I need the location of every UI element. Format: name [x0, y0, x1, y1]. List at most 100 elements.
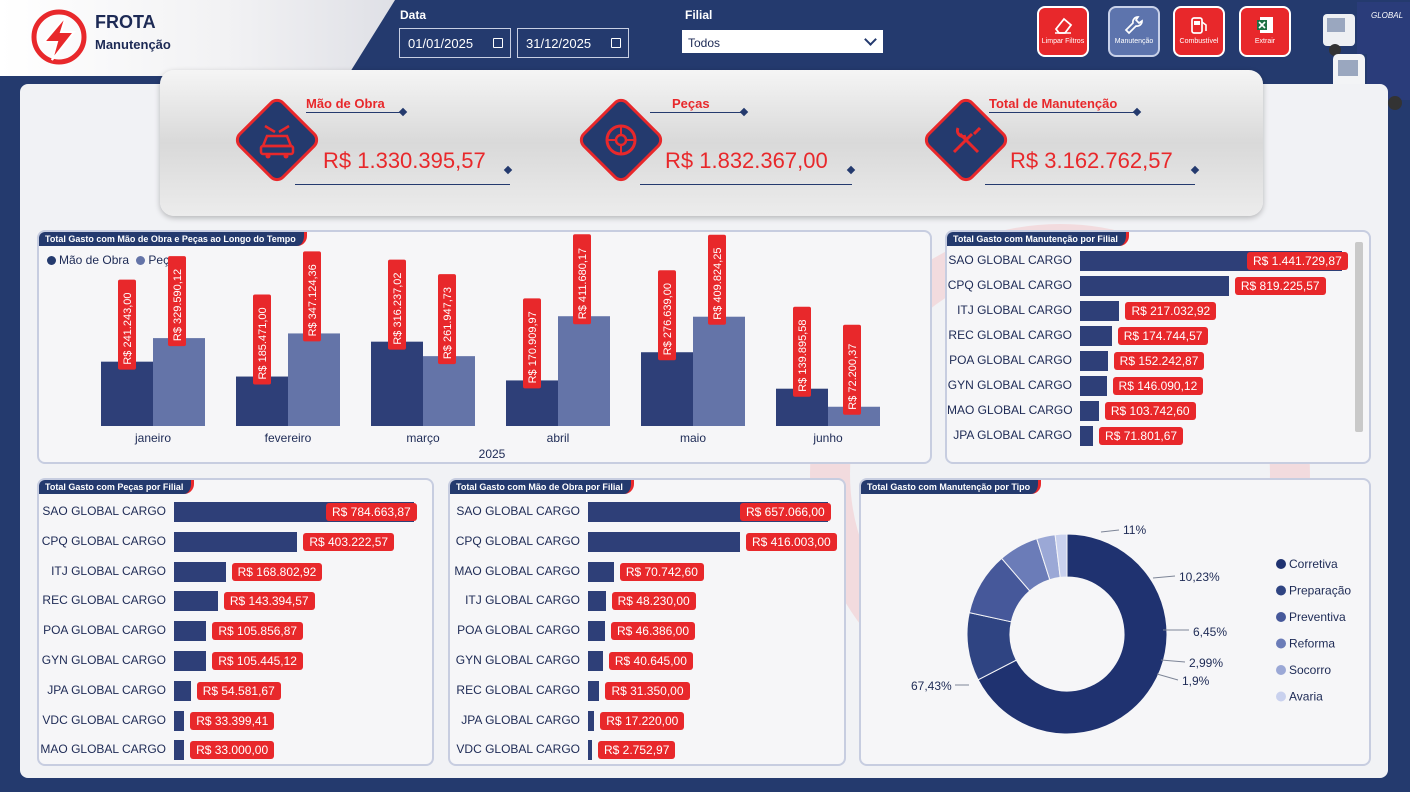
hbar-bar[interactable] — [174, 651, 207, 671]
hbar-data-label: R$ 174.744,57 — [1117, 327, 1209, 345]
column-data-label-bg — [168, 256, 186, 347]
hbar-bar[interactable] — [1080, 276, 1229, 296]
legend-label[interactable]: Preventiva — [1289, 610, 1346, 624]
column-bar[interactable] — [558, 316, 610, 426]
legend-label[interactable]: Corretiva — [1289, 557, 1338, 571]
legend-dot — [1276, 691, 1286, 702]
kpi-parts-value: R$ 1.832.367,00 — [665, 148, 828, 173]
hbar-data-label: R$ 217.032,92 — [1125, 302, 1217, 320]
column-data-label-bg — [658, 270, 676, 361]
panel-maintenance-by-type: Total Gasto com Manutenção por Tipo 11% 1… — [859, 478, 1371, 766]
column-data-label: R$ 139.895,58 — [797, 320, 809, 392]
hbar-bar[interactable] — [1080, 426, 1094, 446]
date-end-input[interactable]: 31/12/2025 — [517, 28, 629, 58]
date-start-input[interactable]: 01/01/2025 — [399, 28, 511, 58]
hbar-data-label: R$ 71.801,67 — [1099, 427, 1184, 445]
donut-data-label: 2,99% — [1189, 656, 1223, 670]
column-bar[interactable] — [236, 376, 288, 426]
column-bar[interactable] — [641, 352, 693, 426]
column-bar[interactable] — [153, 338, 205, 426]
column-data-label-bg — [793, 306, 811, 397]
hbar-data-label: R$ 143.394,57 — [223, 592, 315, 611]
hbar-data-label: R$ 70.742,60 — [619, 562, 704, 581]
hbar-data-label: R$ 103.742,60 — [1104, 402, 1196, 420]
column-bar[interactable] — [828, 406, 880, 426]
hbar-data-label: R$ 40.645,00 — [608, 652, 693, 670]
x-tick-label: abril — [547, 431, 570, 445]
hbar-bar[interactable] — [174, 710, 185, 731]
donut-slice[interactable] — [977, 533, 1168, 735]
column-data-label: R$ 409.824,25 — [712, 248, 724, 320]
hbar-category-label: ITJ GLOBAL CARGO — [957, 303, 1072, 317]
panel-parts-by-branch: Total Gasto com Peças por Filial SAO GLO… — [37, 478, 434, 766]
legend-labor-label[interactable]: Mão de Obra — [59, 253, 130, 267]
column-chart: R$ 241.243,00 R$ 329.590,12 janeiro R$ 185.… — [101, 234, 880, 461]
hbar-bar[interactable] — [588, 740, 592, 761]
extract-button[interactable]: Extrair — [1239, 6, 1291, 57]
hbar-category-label: REC GLOBAL CARGO — [948, 328, 1072, 342]
frota-logo-icon — [31, 9, 87, 65]
hbar-category-label: POA GLOBAL CARGO — [949, 353, 1072, 367]
scrollbar[interactable] — [1355, 242, 1363, 432]
donut-slice[interactable] — [1054, 533, 1068, 578]
donut-leader-line — [1152, 575, 1176, 579]
hbar-bar[interactable] — [174, 561, 226, 582]
hbar-category-label: GYN GLOBAL CARGO — [947, 378, 1072, 392]
legend-label[interactable]: Reforma — [1289, 637, 1335, 651]
x-axis-label: 2025 — [479, 447, 506, 461]
clear-filters-button[interactable]: Limpar Filtros — [1037, 6, 1089, 57]
column-bar[interactable] — [101, 361, 153, 426]
branch-select[interactable]: Todos — [681, 29, 884, 54]
hbar-bar[interactable] — [588, 531, 740, 552]
hbar-bar[interactable] — [174, 740, 185, 761]
column-data-label: R$ 329.590,12 — [172, 269, 184, 341]
column-data-label-bg — [843, 324, 861, 415]
hbar-category-label: REC GLOBAL CARGO — [456, 682, 580, 697]
legend-label[interactable]: Avaria — [1289, 690, 1323, 704]
column-bar[interactable] — [423, 356, 475, 426]
hbar-data-label: R$ 33.000,00 — [190, 741, 275, 760]
legend-label[interactable]: Socorro — [1289, 663, 1331, 677]
column-bar[interactable] — [371, 341, 423, 426]
hbar-bar[interactable] — [174, 621, 207, 642]
hbar-bar[interactable] — [588, 621, 605, 642]
legend-dot — [1276, 559, 1286, 569]
hbar-bar[interactable] — [588, 710, 595, 731]
column-data-label-bg — [253, 294, 271, 385]
fuel-button[interactable]: Combustível — [1173, 6, 1225, 57]
hbar-data-label: R$ 2.752,97 — [598, 741, 676, 760]
column-data-label: R$ 276.639,00 — [662, 283, 674, 355]
column-data-label-bg — [303, 251, 321, 342]
hbar-bar[interactable] — [1080, 351, 1108, 371]
hbar-category-label: SAO GLOBAL CARGO — [42, 504, 166, 518]
legend-labor-dot — [47, 256, 56, 265]
hbar-bar[interactable] — [588, 561, 614, 582]
column-data-label: R$ 411.680,17 — [577, 248, 589, 319]
panel-type-title: Total Gasto com Manutenção por Tipo — [861, 480, 1042, 494]
hbar-bar[interactable] — [1080, 376, 1107, 396]
legend-label[interactable]: Preparação — [1289, 584, 1351, 598]
hbar-category-label: MAO GLOBAL CARGO — [40, 742, 166, 757]
column-data-label-bg — [388, 259, 406, 350]
calendar-icon[interactable] — [493, 38, 503, 48]
hbar-data-label: R$ 33.399,41 — [190, 711, 275, 730]
hbar-data-label: R$ 657.066,00 — [740, 503, 831, 521]
hbar-bar[interactable] — [588, 651, 603, 671]
hbar-bar[interactable] — [174, 531, 298, 552]
hbar-bar[interactable] — [588, 591, 606, 612]
hbar-bar[interactable] — [1080, 301, 1120, 321]
hbar-bar[interactable] — [588, 680, 600, 701]
maintenance-button[interactable]: Manutenção — [1108, 6, 1160, 57]
hbar-bar[interactable] — [1080, 401, 1099, 421]
hbar-data-label: R$ 168.802,92 — [231, 562, 323, 581]
column-bar[interactable] — [693, 316, 745, 426]
hbar-category-label: SAO GLOBAL CARGO — [456, 504, 580, 518]
tire-icon — [605, 124, 637, 156]
hbar-bar[interactable] — [174, 680, 191, 701]
hbar-bar[interactable] — [174, 591, 218, 612]
panel-parts-title: Total Gasto com Peças por Filial — [39, 480, 195, 494]
calendar-icon[interactable] — [611, 38, 621, 48]
column-bar[interactable] — [288, 333, 340, 426]
hbar-bar[interactable] — [1080, 326, 1112, 346]
hbar-category-label: CPQ GLOBAL CARGO — [947, 278, 1072, 292]
